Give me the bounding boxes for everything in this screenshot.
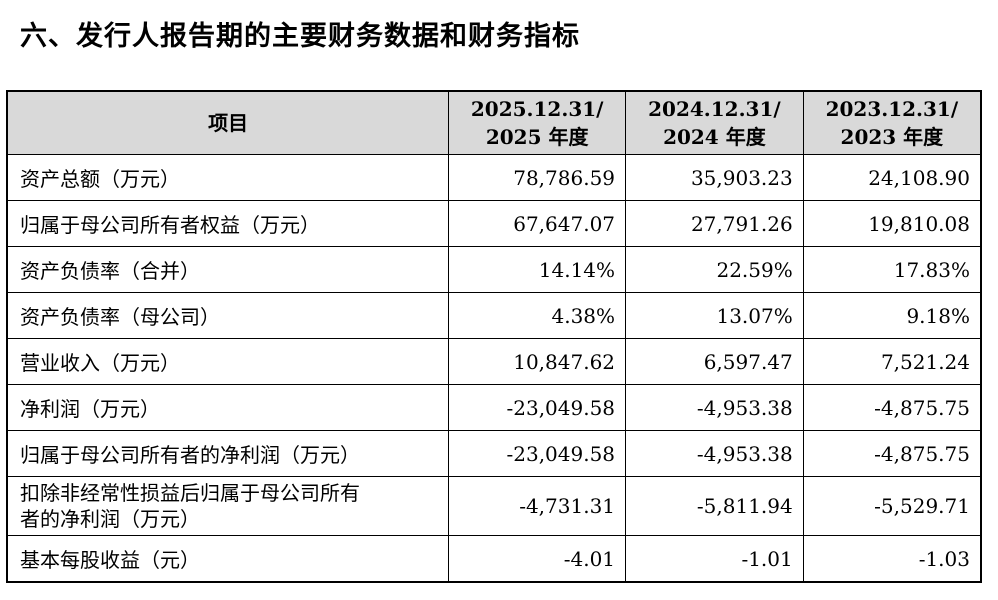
row-label: 净利润（万元） bbox=[6, 384, 450, 431]
header-item: 项目 bbox=[6, 90, 450, 155]
value-2024: 13.07% bbox=[625, 292, 804, 339]
value-2025: 67,647.07 bbox=[448, 200, 627, 247]
row-label: 资产负债率（合并） bbox=[6, 246, 450, 293]
value-2023: -5,529.71 bbox=[802, 476, 982, 536]
header-period-date: 2024.12.31/ bbox=[648, 97, 781, 121]
value-2024: -4,953.38 bbox=[625, 384, 804, 431]
value-2024: 22.59% bbox=[625, 246, 804, 293]
section-title: 六、发行人报告期的主要财务数据和财务指标 bbox=[20, 21, 580, 52]
table-row: 归属于母公司所有者权益（万元） 67,647.07 27,791.26 19,8… bbox=[6, 200, 982, 247]
row-label: 归属于母公司所有者的净利润（万元） bbox=[6, 430, 450, 477]
value-2023: -4,875.75 bbox=[802, 430, 982, 477]
value-2023: 17.83% bbox=[802, 246, 982, 293]
value-2025: -4.01 bbox=[448, 535, 627, 583]
row-label-line: 扣除非经常性损益后归属于母公司所有 bbox=[20, 481, 360, 505]
table-row: 扣除非经常性损益后归属于母公司所有 者的净利润（万元） -4,731.31 -5… bbox=[6, 476, 982, 536]
value-2024: 6,597.47 bbox=[625, 338, 804, 385]
table-row: 基本每股收益（元） -4.01 -1.01 -1.03 bbox=[6, 535, 982, 583]
value-2024: -4,953.38 bbox=[625, 430, 804, 477]
header-period-2024: 2024.12.31/ 2024 年度 bbox=[625, 90, 804, 155]
header-period-year: 2023 年度 bbox=[840, 125, 944, 149]
table-row: 资产负债率（母公司） 4.38% 13.07% 9.18% bbox=[6, 292, 982, 339]
row-label: 归属于母公司所有者权益（万元） bbox=[6, 200, 450, 247]
value-2025: 78,786.59 bbox=[448, 154, 627, 201]
table-row: 资产负债率（合并） 14.14% 22.59% 17.83% bbox=[6, 246, 982, 293]
value-2025: -4,731.31 bbox=[448, 476, 627, 536]
value-2023: 9.18% bbox=[802, 292, 982, 339]
value-2025: -23,049.58 bbox=[448, 384, 627, 431]
row-label: 扣除非经常性损益后归属于母公司所有 者的净利润（万元） bbox=[6, 476, 450, 536]
table-row: 归属于母公司所有者的净利润（万元） -23,049.58 -4,953.38 -… bbox=[6, 430, 982, 477]
header-period-year: 2025 年度 bbox=[485, 125, 589, 149]
row-label: 资产负债率（母公司） bbox=[6, 292, 450, 339]
value-2023: 19,810.08 bbox=[802, 200, 982, 247]
row-label-line: 者的净利润（万元） bbox=[20, 507, 200, 531]
value-2023: -1.03 bbox=[802, 535, 982, 583]
row-label: 营业收入（万元） bbox=[6, 338, 450, 385]
row-label: 基本每股收益（元） bbox=[6, 535, 450, 583]
table-row: 营业收入（万元） 10,847.62 6,597.47 7,521.24 bbox=[6, 338, 982, 385]
header-period-2023: 2023.12.31/ 2023 年度 bbox=[802, 90, 982, 155]
value-2025: 14.14% bbox=[448, 246, 627, 293]
header-period-date: 2025.12.31/ bbox=[470, 97, 604, 121]
value-2025: 4.38% bbox=[448, 292, 627, 339]
value-2024: 27,791.26 bbox=[625, 200, 804, 247]
value-2023: 24,108.90 bbox=[802, 154, 982, 201]
row-label: 资产总额（万元） bbox=[6, 154, 450, 201]
table-row: 资产总额（万元） 78,786.59 35,903.23 24,108.90 bbox=[6, 154, 982, 201]
header-period-year: 2024 年度 bbox=[663, 125, 766, 149]
financial-data-table: 项目 2025.12.31/ 2025 年度 2024.12.31/ 2024 … bbox=[6, 90, 982, 583]
value-2023: 7,521.24 bbox=[802, 338, 982, 385]
value-2025: -23,049.58 bbox=[448, 430, 627, 477]
table-header-row: 项目 2025.12.31/ 2025 年度 2024.12.31/ 2024 … bbox=[6, 90, 982, 155]
value-2024: -5,811.94 bbox=[625, 476, 804, 536]
header-period-date: 2023.12.31/ bbox=[825, 97, 959, 121]
value-2023: -4,875.75 bbox=[802, 384, 982, 431]
value-2024: 35,903.23 bbox=[625, 154, 804, 201]
value-2024: -1.01 bbox=[625, 535, 804, 583]
value-2025: 10,847.62 bbox=[448, 338, 627, 385]
table-row: 净利润（万元） -23,049.58 -4,953.38 -4,875.75 bbox=[6, 384, 982, 431]
header-period-2025: 2025.12.31/ 2025 年度 bbox=[448, 90, 627, 155]
